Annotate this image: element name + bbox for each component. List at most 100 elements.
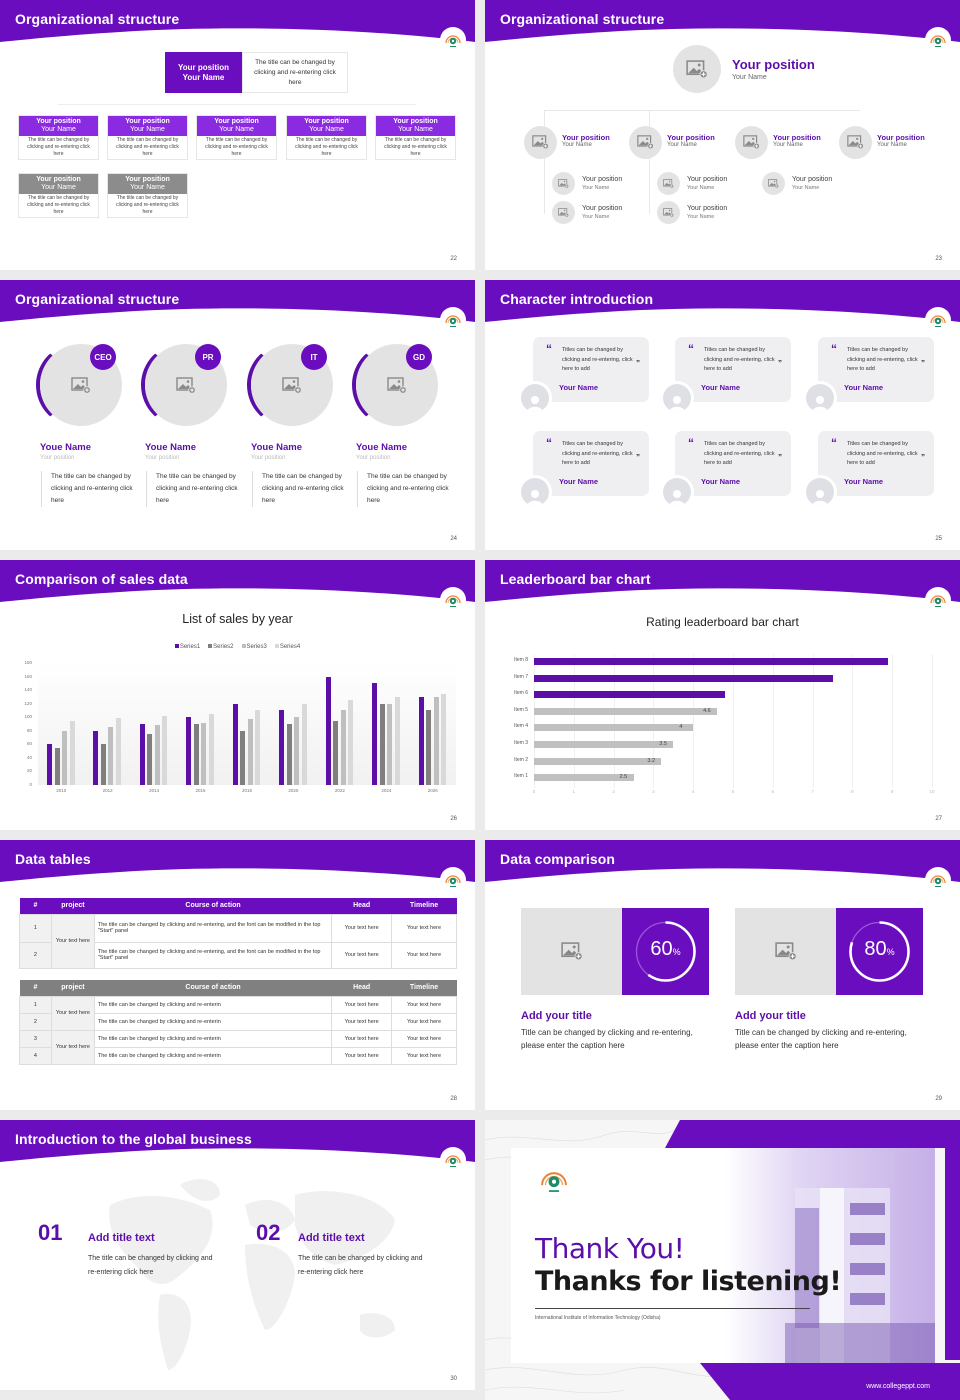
slide-26[interactable]: Comparison of sales data 26 List of sales… <box>0 560 475 830</box>
bar[interactable] <box>54 747 60 785</box>
bar[interactable] <box>534 741 674 748</box>
bar[interactable] <box>108 726 114 785</box>
photo-placeholder[interactable] <box>762 172 785 195</box>
slide-30[interactable]: Introduction to the global business 30 0… <box>0 1120 475 1390</box>
quote-card[interactable]: “ Titles can be changed by clicking and … <box>533 337 649 402</box>
person-position: Your position <box>251 455 286 461</box>
org-card[interactable]: Your position Your Name The title can be … <box>18 115 99 160</box>
quote-card[interactable]: “ Titles can be changed by clicking and … <box>675 431 791 496</box>
bar[interactable] <box>294 717 300 785</box>
quote-card[interactable]: “ Titles can be changed by clicking and … <box>675 337 791 402</box>
org-card[interactable]: Your position Your Name The title can be … <box>18 173 99 218</box>
quote-card[interactable]: “ Titles can be changed by clicking and … <box>533 431 649 496</box>
bar[interactable] <box>247 718 253 785</box>
bar[interactable] <box>100 744 106 785</box>
legend-swatch <box>274 644 279 649</box>
photo-placeholder[interactable] <box>521 908 622 995</box>
bar[interactable] <box>534 724 694 732</box>
org-card[interactable]: Your position Your Name The title can be … <box>107 173 188 218</box>
quote-card[interactable]: “ Titles can be changed by clicking and … <box>818 431 934 496</box>
bar[interactable] <box>286 724 292 785</box>
slide-25[interactable]: Character introduction 25 “ Titles can b… <box>485 280 960 550</box>
x-tick: 2018 <box>241 788 252 793</box>
bar[interactable] <box>534 691 726 699</box>
slide-24[interactable]: Organizational structure 24 CEO Youe Nam… <box>0 280 475 550</box>
bar[interactable] <box>255 710 261 785</box>
name-label: Your Name <box>773 142 803 148</box>
slide-23[interactable]: Organizational structure 23 Your positio… <box>485 0 960 270</box>
bar[interactable] <box>534 757 662 765</box>
bar[interactable] <box>534 658 889 665</box>
slide-29[interactable]: Data comparison 29 60% Add your title Ti… <box>485 840 960 1110</box>
bar[interactable] <box>333 720 339 785</box>
bar[interactable] <box>162 715 168 785</box>
bar[interactable] <box>147 734 153 785</box>
photo-placeholder[interactable] <box>673 45 721 93</box>
bar[interactable] <box>379 703 385 785</box>
bar[interactable] <box>208 713 214 785</box>
website-link[interactable]: www.collegeppt.com <box>866 1383 930 1390</box>
slide-27[interactable]: Leaderboard bar chart 27 Rating leaderboa… <box>485 560 960 830</box>
close-quote-icon: ” <box>636 359 640 368</box>
bar-value: 2.5 <box>619 774 628 781</box>
photo-placeholder[interactable] <box>657 172 680 195</box>
bar[interactable] <box>47 744 52 785</box>
bar[interactable] <box>372 683 378 785</box>
avatar <box>803 381 837 415</box>
org-card[interactable]: Your position Your Name The title can be … <box>375 115 456 160</box>
slide-header: Organizational structure <box>485 0 960 44</box>
bar[interactable] <box>426 710 432 785</box>
bar[interactable] <box>232 703 238 785</box>
photo-placeholder[interactable] <box>629 126 662 159</box>
org-card[interactable]: Your position Your Name The title can be … <box>286 115 367 160</box>
bar[interactable] <box>279 710 285 785</box>
ring-accent <box>36 343 120 427</box>
photo-placeholder[interactable] <box>839 126 872 159</box>
quote-card[interactable]: “ Titles can be changed by clicking and … <box>818 337 934 402</box>
photo-placeholder[interactable] <box>552 201 575 224</box>
slide-22[interactable]: Organizational structure 22 Your positio… <box>0 0 475 270</box>
bar[interactable] <box>394 696 400 785</box>
bar[interactable] <box>441 693 447 785</box>
bar[interactable] <box>240 730 246 785</box>
bar[interactable] <box>186 717 192 785</box>
bar[interactable] <box>301 703 307 785</box>
photo-placeholder[interactable] <box>735 126 768 159</box>
bar[interactable] <box>534 674 833 682</box>
item-description: The title can be changed by clicking and… <box>298 1255 423 1276</box>
top-position-box[interactable]: Your position Your Name <box>165 52 242 93</box>
slide-title: Organizational structure <box>500 11 665 27</box>
table-cell: Your text here <box>331 913 393 943</box>
bar[interactable] <box>534 707 718 715</box>
category-label: Item 4 <box>514 723 528 730</box>
org-card[interactable]: Your position Your Name The title can be … <box>107 115 188 160</box>
bar[interactable] <box>93 730 99 785</box>
photo-placeholder[interactable] <box>735 908 836 995</box>
category-label: Item 8 <box>514 657 528 663</box>
photo-placeholder[interactable] <box>552 172 575 195</box>
bar[interactable] <box>193 724 199 785</box>
slide-28[interactable]: Data tables 28 # project Course of action H… <box>0 840 475 1110</box>
bar[interactable] <box>348 699 354 785</box>
institute-logo-icon <box>440 27 466 53</box>
bar[interactable] <box>115 717 121 785</box>
bar[interactable] <box>340 710 346 785</box>
bar[interactable] <box>139 724 145 785</box>
photo-placeholder[interactable] <box>524 126 557 159</box>
bar[interactable] <box>534 774 634 782</box>
x-tick: 2024 <box>381 788 392 793</box>
data-table-1: # project Course of action Head Timeline 1 Yo… <box>19 898 457 969</box>
photo-placeholder[interactable] <box>657 201 680 224</box>
bar[interactable] <box>418 696 424 785</box>
bar[interactable] <box>69 720 75 785</box>
bar[interactable] <box>201 722 207 785</box>
bar[interactable] <box>387 703 393 785</box>
bar[interactable] <box>325 676 331 785</box>
slide-31-thank-you[interactable]: Thank You! Thanks for listening! Interna… <box>485 1120 960 1400</box>
bar[interactable] <box>154 725 160 785</box>
bar[interactable] <box>433 696 439 785</box>
name-label: Your Name <box>792 185 820 191</box>
org-card[interactable]: Your position Your Name The title can be … <box>196 115 277 160</box>
item-number: 02 <box>256 1220 281 1245</box>
bar[interactable] <box>62 730 67 785</box>
